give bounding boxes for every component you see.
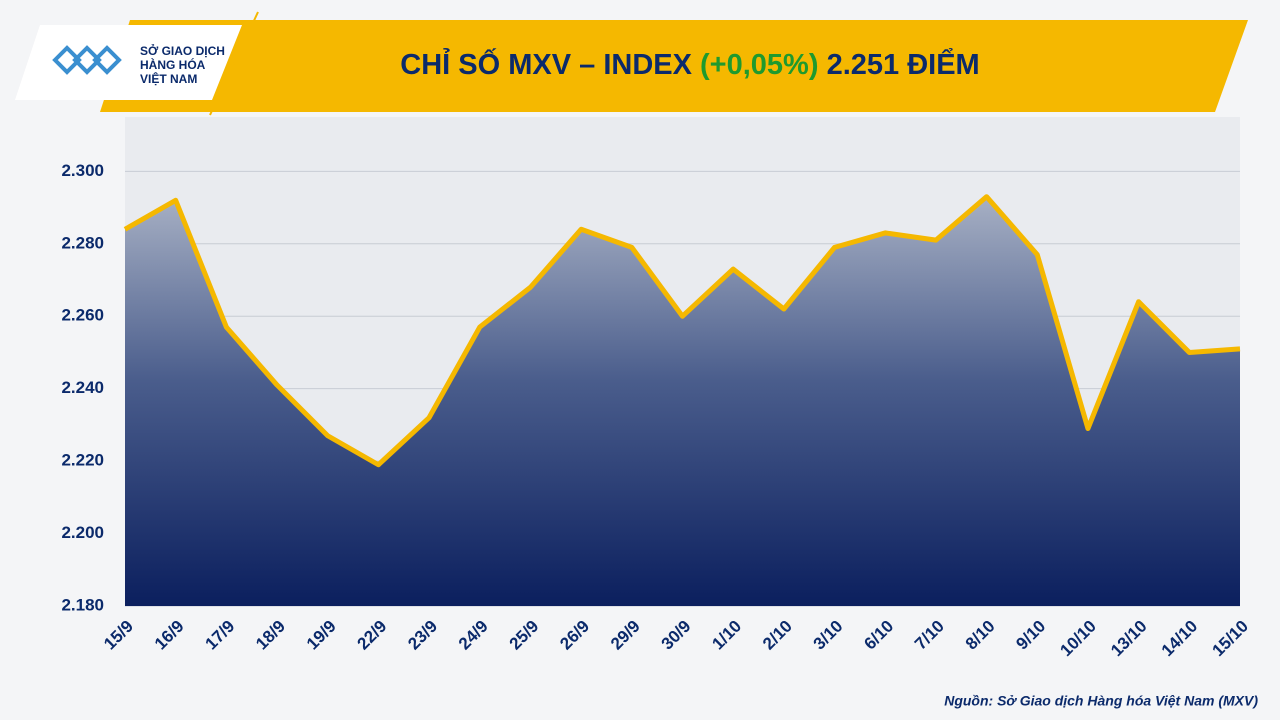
title-main: CHỈ SỐ MXV – INDEX	[400, 47, 692, 81]
chart-title: CHỈ SỐ MXV – INDEX (+0,05%) 2.251 ĐIỂM	[400, 47, 979, 81]
title-bar	[100, 20, 1248, 112]
logo-box	[15, 25, 242, 100]
logo-text: SỞ GIAO DỊCH	[140, 43, 225, 58]
logo-text: VIỆT NAM	[140, 71, 197, 86]
logo-icon	[52, 45, 122, 75]
title-value: 2.251 ĐIỂM	[827, 47, 980, 81]
y-tick-label: 2.240	[61, 378, 104, 397]
y-tick-label: 2.280	[61, 233, 104, 252]
area	[125, 196, 1240, 606]
y-tick-label: 2.180	[61, 595, 104, 614]
y-tick-label: 2.200	[61, 523, 104, 542]
y-tick-label: 2.220	[61, 451, 104, 470]
line	[123, 194, 1241, 468]
logo-divider	[209, 11, 259, 116]
logo-text: HÀNG HÓA	[140, 57, 206, 72]
y-tick-label: 2.300	[61, 161, 104, 180]
y-tick-label: 2.260	[61, 306, 104, 325]
source: Nguồn: Sở Giao dịch Hàng hóa Việt Nam (M…	[944, 693, 1258, 709]
title-change: (+0,05%)	[700, 49, 818, 81]
